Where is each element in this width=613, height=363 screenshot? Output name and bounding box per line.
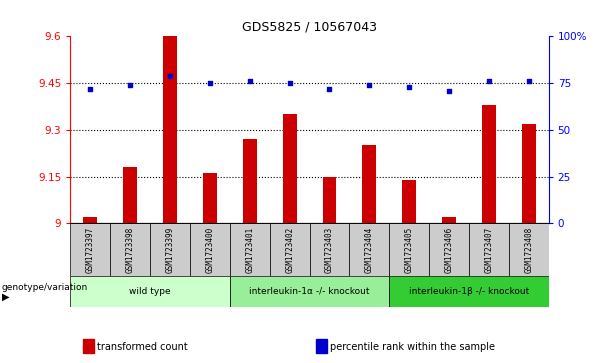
Title: GDS5825 / 10567043: GDS5825 / 10567043 <box>242 21 377 34</box>
Bar <box>70 223 110 276</box>
Bar <box>482 105 496 223</box>
Bar <box>389 276 549 307</box>
Bar <box>362 145 376 223</box>
Text: GSM1723401: GSM1723401 <box>245 227 254 273</box>
Bar <box>349 223 389 276</box>
Text: GSM1723404: GSM1723404 <box>365 227 374 273</box>
Text: genotype/variation: genotype/variation <box>2 283 88 292</box>
Point <box>125 82 135 88</box>
Bar <box>469 223 509 276</box>
Point <box>405 84 414 90</box>
Bar <box>70 276 230 307</box>
Bar <box>190 223 230 276</box>
Bar <box>389 223 429 276</box>
Text: GSM1723406: GSM1723406 <box>444 227 454 273</box>
Bar <box>110 223 150 276</box>
Point <box>524 78 533 84</box>
Bar <box>509 223 549 276</box>
Point <box>444 87 454 93</box>
Bar <box>322 176 337 223</box>
Bar <box>270 223 310 276</box>
Text: GSM1723397: GSM1723397 <box>86 227 95 273</box>
Bar <box>230 223 270 276</box>
Text: percentile rank within the sample: percentile rank within the sample <box>330 342 495 352</box>
Bar <box>442 217 456 223</box>
Bar <box>243 139 257 223</box>
Text: GSM1723407: GSM1723407 <box>484 227 493 273</box>
Text: GSM1723408: GSM1723408 <box>524 227 533 273</box>
Text: transformed count: transformed count <box>97 342 188 352</box>
Point <box>245 78 255 84</box>
Text: interleukin-1α -/- knockout: interleukin-1α -/- knockout <box>249 287 370 296</box>
Text: GSM1723398: GSM1723398 <box>126 227 135 273</box>
Text: ▶: ▶ <box>2 292 9 302</box>
Bar <box>310 223 349 276</box>
Point <box>284 80 294 86</box>
Bar <box>283 114 297 223</box>
Text: GSM1723405: GSM1723405 <box>405 227 414 273</box>
Bar <box>522 123 536 223</box>
Bar <box>163 36 177 223</box>
Point <box>205 80 215 86</box>
Bar <box>203 174 217 223</box>
Bar <box>429 223 469 276</box>
Bar <box>230 276 389 307</box>
Bar <box>123 167 137 223</box>
Bar <box>83 217 97 223</box>
Text: interleukin-1β -/- knockout: interleukin-1β -/- knockout <box>409 287 529 296</box>
Text: GSM1723399: GSM1723399 <box>166 227 175 273</box>
Point <box>325 86 335 91</box>
Text: GSM1723400: GSM1723400 <box>205 227 215 273</box>
Bar <box>150 223 190 276</box>
Point <box>166 73 175 78</box>
Point <box>86 86 96 91</box>
Text: wild type: wild type <box>129 287 171 296</box>
Point <box>364 82 374 88</box>
Point <box>484 78 494 84</box>
Text: GSM1723402: GSM1723402 <box>285 227 294 273</box>
Bar <box>402 180 416 223</box>
Text: GSM1723403: GSM1723403 <box>325 227 334 273</box>
